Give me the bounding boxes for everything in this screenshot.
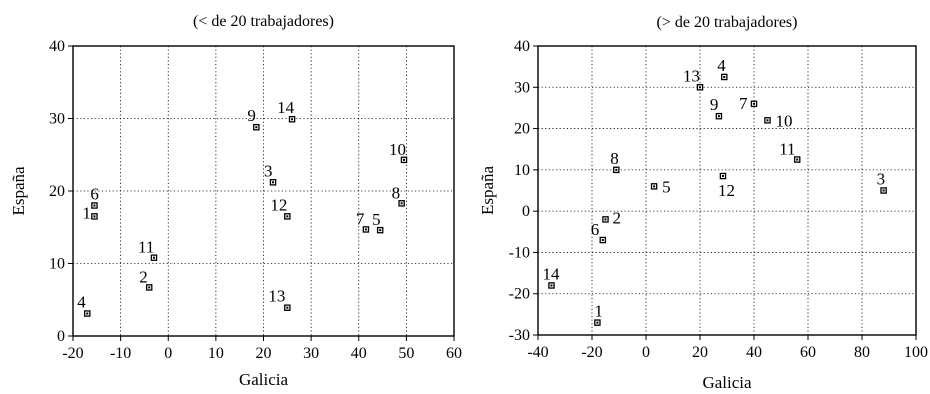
y-tick-label: 20	[49, 183, 65, 200]
data-point-center	[882, 189, 885, 192]
y-tick-label: -20	[509, 286, 530, 303]
data-point-center	[93, 215, 96, 218]
data-point-center	[286, 215, 289, 218]
point-label: 5	[662, 177, 671, 196]
point-label: 12	[270, 195, 287, 214]
y-axis-label: España	[478, 166, 497, 216]
x-tick-label: 40	[351, 345, 367, 362]
y-tick-label: 40	[49, 38, 65, 55]
point-label: 4	[717, 56, 726, 75]
data-point-center	[400, 202, 403, 205]
data-point-center	[364, 228, 367, 231]
data-point-center	[93, 204, 96, 207]
point-label: 7	[356, 209, 365, 228]
x-tick-label: 20	[256, 345, 272, 362]
point-label: 8	[392, 183, 401, 202]
y-tick-label: 10	[514, 162, 530, 179]
data-point-center	[753, 102, 755, 105]
point-label: 5	[372, 210, 381, 229]
point-label: 1	[82, 203, 91, 222]
point-label: 6	[591, 220, 600, 239]
y-tick-label: 30	[514, 79, 530, 96]
x-tick-label: 40	[746, 344, 762, 361]
data-point-center	[653, 185, 656, 188]
data-point-center	[291, 118, 294, 121]
x-tick-label: 20	[692, 344, 708, 361]
y-tick-label: 10	[49, 256, 65, 273]
point-label: 8	[610, 149, 619, 168]
y-tick-label: 40	[514, 38, 530, 55]
data-point-center	[596, 321, 599, 324]
plot-frame	[537, 45, 917, 336]
point-label: 10	[389, 140, 406, 159]
x-tick-label: 60	[800, 344, 816, 361]
data-point-center	[766, 119, 769, 122]
data-point-center	[148, 286, 151, 289]
point-label: 11	[138, 238, 154, 257]
x-axis-label: Galicia	[702, 373, 752, 392]
x-tick-label: 10	[208, 345, 224, 362]
data-point-center	[699, 86, 701, 89]
y-tick-label: 0	[57, 328, 65, 345]
x-tick-label: 30	[303, 345, 319, 362]
point-label: 3	[877, 170, 886, 189]
point-label: 12	[718, 181, 735, 200]
chart-title: (< de 20 trabajadores)	[193, 13, 334, 30]
data-point-center	[721, 175, 724, 178]
data-point-center	[86, 312, 89, 315]
point-label: 14	[543, 264, 561, 283]
point-label: 9	[710, 95, 719, 114]
data-point-center	[717, 115, 720, 118]
x-axis-label: Galicia	[239, 370, 289, 389]
point-label: 11	[779, 140, 795, 159]
data-point-center	[723, 75, 726, 78]
x-tick-label: 100	[904, 344, 928, 361]
data-point-center	[272, 181, 275, 184]
y-tick-label: -10	[509, 244, 530, 261]
x-tick-label: 0	[164, 345, 172, 362]
right-scatter-panel: (> de 20 trabajadores)-40 -20 0 20 40 60 80 100…	[478, 14, 928, 392]
point-label: 2	[139, 267, 148, 286]
data-point-center	[550, 284, 553, 287]
data-point-center	[255, 126, 258, 129]
data-point-center	[604, 218, 607, 221]
data-point-center	[796, 158, 799, 161]
x-tick-label: 0	[642, 344, 650, 361]
y-tick-label: 0	[522, 203, 530, 220]
y-axis-label: España	[9, 166, 28, 216]
data-point-center	[601, 239, 604, 242]
point-label: 1	[594, 302, 603, 321]
chart-title: (> de 20 trabajadores)	[657, 14, 798, 31]
data-point-center	[152, 256, 155, 259]
point-label: 10	[776, 111, 793, 130]
x-tick-label: -20	[581, 344, 602, 361]
x-tick-label: 80	[854, 344, 870, 361]
point-label: 7	[739, 94, 748, 113]
point-label: 4	[77, 293, 86, 312]
point-label: 2	[613, 208, 622, 227]
point-label: 9	[247, 106, 256, 125]
x-tick-label: -20	[62, 345, 83, 362]
y-tick-label: -30	[509, 327, 530, 344]
data-point-center	[402, 158, 405, 161]
point-label: 14	[277, 98, 295, 117]
left-scatter-panel: (< de 20 trabajadores)-20 -10 0 10 20 30 40 50 6…	[9, 13, 462, 389]
point-label: 13	[268, 287, 285, 306]
data-point-center	[286, 306, 289, 309]
x-tick-label: -10	[110, 345, 131, 362]
x-tick-label: -40	[527, 344, 548, 361]
data-point-center	[615, 168, 618, 171]
y-tick-label: 30	[49, 111, 65, 128]
point-label: 3	[264, 161, 273, 180]
point-label: 6	[90, 185, 99, 204]
data-point-center	[379, 229, 382, 232]
x-tick-label: 60	[446, 345, 462, 362]
x-tick-label: 50	[398, 345, 414, 362]
y-tick-label: 20	[514, 121, 530, 138]
point-label: 13	[683, 66, 700, 85]
